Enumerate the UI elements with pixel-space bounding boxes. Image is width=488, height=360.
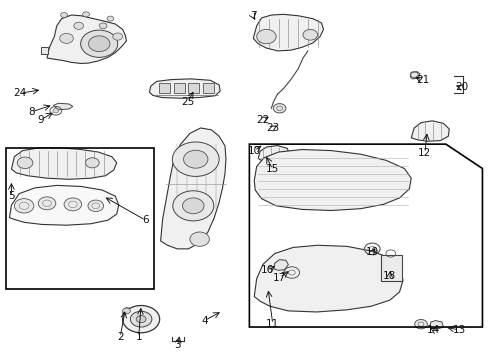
Text: 6: 6 [142, 215, 148, 225]
Bar [188, 83, 199, 93]
Polygon shape [429, 320, 443, 329]
Circle shape [85, 158, 99, 168]
Bar [380, 255, 401, 281]
Text: 13: 13 [451, 325, 465, 335]
Circle shape [99, 23, 107, 29]
Text: 8: 8 [28, 107, 35, 117]
Polygon shape [160, 128, 225, 249]
Polygon shape [53, 103, 73, 110]
Circle shape [38, 197, 56, 210]
Polygon shape [409, 72, 419, 79]
Circle shape [183, 150, 207, 168]
Circle shape [88, 36, 110, 51]
Text: 22: 22 [256, 115, 269, 125]
Text: 3: 3 [174, 340, 181, 350]
Polygon shape [122, 308, 132, 315]
Text: 5: 5 [8, 191, 15, 201]
Circle shape [107, 16, 114, 21]
Circle shape [113, 33, 122, 40]
Polygon shape [253, 14, 323, 51]
Text: 1: 1 [135, 332, 142, 342]
Circle shape [414, 319, 427, 329]
Circle shape [122, 306, 159, 333]
Circle shape [17, 157, 33, 168]
Bar [203, 83, 213, 93]
Text: 11: 11 [265, 319, 279, 329]
Circle shape [122, 308, 130, 314]
Polygon shape [47, 15, 126, 63]
Circle shape [172, 191, 213, 221]
Text: 2: 2 [117, 332, 123, 342]
Circle shape [82, 12, 89, 17]
Polygon shape [149, 79, 220, 98]
Circle shape [256, 30, 276, 44]
Polygon shape [11, 148, 117, 179]
Circle shape [136, 316, 146, 323]
Circle shape [189, 232, 209, 246]
Circle shape [303, 30, 317, 40]
Text: 20: 20 [454, 82, 467, 93]
Circle shape [88, 200, 103, 212]
Circle shape [172, 142, 219, 176]
Text: 15: 15 [265, 164, 279, 174]
Circle shape [64, 198, 81, 211]
Circle shape [14, 199, 34, 213]
Text: 17: 17 [272, 273, 285, 283]
Text: 10: 10 [247, 145, 260, 156]
Circle shape [81, 30, 118, 57]
Polygon shape [41, 47, 48, 54]
Text: 23: 23 [265, 123, 279, 133]
Circle shape [130, 311, 152, 327]
Circle shape [273, 104, 285, 113]
Bar [159, 83, 169, 93]
Text: 18: 18 [383, 271, 396, 281]
Text: 14: 14 [426, 325, 439, 335]
Polygon shape [254, 149, 410, 211]
Circle shape [53, 109, 59, 113]
Bar [173, 83, 184, 93]
Circle shape [74, 22, 83, 30]
Text: 16: 16 [261, 265, 274, 275]
Polygon shape [9, 185, 119, 225]
Text: 4: 4 [201, 316, 207, 325]
Text: 19: 19 [365, 247, 378, 257]
Text: 12: 12 [417, 148, 430, 158]
Text: 24: 24 [14, 88, 27, 98]
Text: 25: 25 [181, 97, 194, 107]
Text: 21: 21 [415, 75, 428, 85]
Text: 7: 7 [249, 12, 256, 22]
Text: 9: 9 [38, 115, 44, 125]
Circle shape [60, 33, 73, 43]
Bar [5, 148, 154, 289]
Circle shape [61, 13, 67, 18]
Polygon shape [254, 245, 402, 312]
Polygon shape [273, 260, 288, 270]
Circle shape [182, 198, 203, 214]
Polygon shape [258, 145, 289, 162]
Polygon shape [410, 121, 448, 141]
